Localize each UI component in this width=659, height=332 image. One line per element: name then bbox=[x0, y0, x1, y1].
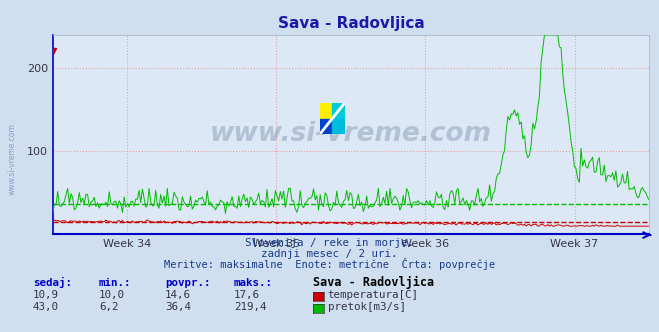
Text: pretok[m3/s]: pretok[m3/s] bbox=[328, 302, 405, 312]
Text: 17,6: 17,6 bbox=[234, 290, 260, 300]
Text: min.:: min.: bbox=[99, 278, 131, 288]
Text: 14,6: 14,6 bbox=[165, 290, 190, 300]
Text: 36,4: 36,4 bbox=[165, 302, 190, 312]
Bar bbox=[332, 119, 345, 134]
Bar bbox=[332, 103, 345, 119]
Text: 6,2: 6,2 bbox=[99, 302, 119, 312]
Text: 10,0: 10,0 bbox=[99, 290, 125, 300]
Text: www.si-vreme.com: www.si-vreme.com bbox=[210, 122, 492, 147]
Text: Meritve: maksimalne  Enote: metrične  Črta: povprečje: Meritve: maksimalne Enote: metrične Črta… bbox=[164, 258, 495, 270]
Bar bbox=[320, 119, 332, 134]
Text: 219,4: 219,4 bbox=[234, 302, 266, 312]
Text: temperatura[C]: temperatura[C] bbox=[328, 290, 418, 300]
Text: zadnji mesec / 2 uri.: zadnji mesec / 2 uri. bbox=[261, 249, 398, 259]
Text: maks.:: maks.: bbox=[234, 278, 273, 288]
Text: Sava - Radovljica: Sava - Radovljica bbox=[313, 276, 434, 289]
Text: sedaj:: sedaj: bbox=[33, 277, 72, 288]
Text: 43,0: 43,0 bbox=[33, 302, 59, 312]
Text: Slovenija / reke in morje.: Slovenija / reke in morje. bbox=[245, 238, 414, 248]
Text: povpr.:: povpr.: bbox=[165, 278, 210, 288]
Text: www.si-vreme.com: www.si-vreme.com bbox=[8, 124, 17, 195]
Title: Sava - Radovljica: Sava - Radovljica bbox=[277, 16, 424, 31]
Text: 10,9: 10,9 bbox=[33, 290, 59, 300]
Bar bbox=[320, 103, 332, 119]
